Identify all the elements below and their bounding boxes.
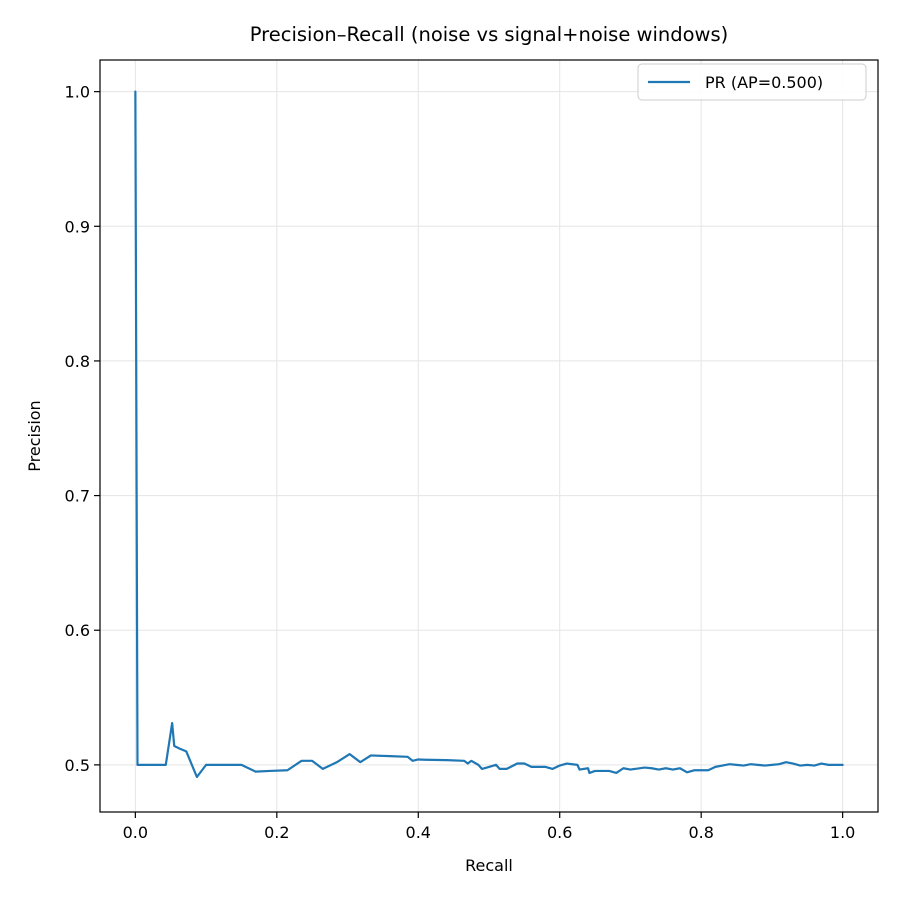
y-tick-label: 0.6: [65, 621, 90, 640]
chart-title: Precision–Recall (noise vs signal+noise …: [250, 23, 729, 46]
x-tick-label: 1.0: [830, 823, 855, 842]
legend-box: [637, 63, 867, 101]
x-axis: 0.0 0.2 0.4 0.6 0.8 1.0: [123, 812, 855, 842]
plot-area: [134, 90, 844, 779]
x-tick-label: 0.0: [123, 823, 148, 842]
axes-frame: [99, 59, 879, 813]
y-tick-label: 0.8: [65, 352, 90, 371]
pr-curve-line: [134, 90, 844, 779]
y-tick-label: 1.0: [65, 83, 90, 102]
x-axis-title: Recall: [465, 856, 513, 875]
y-axis-title: Precision: [25, 400, 44, 471]
legend-label: PR (AP=0.500): [705, 73, 823, 92]
x-tick-label: 0.4: [406, 823, 431, 842]
x-tick-label: 0.2: [264, 823, 289, 842]
y-tick-label: 0.5: [65, 756, 90, 775]
x-tick-label: 0.8: [688, 823, 713, 842]
x-tick-label: 0.6: [547, 823, 572, 842]
y-tick-label: 0.7: [65, 487, 90, 506]
grid-lines: [100, 60, 878, 812]
y-axis: 0.5 0.6 0.7 0.8 0.9 1.0: [65, 83, 100, 775]
y-tick-label: 0.9: [65, 217, 90, 236]
legend: PR (AP=0.500): [637, 63, 867, 101]
